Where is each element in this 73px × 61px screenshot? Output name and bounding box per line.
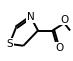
Text: N: N xyxy=(27,12,35,22)
Text: O: O xyxy=(60,15,68,25)
Text: S: S xyxy=(6,39,13,49)
Text: O: O xyxy=(56,43,64,53)
